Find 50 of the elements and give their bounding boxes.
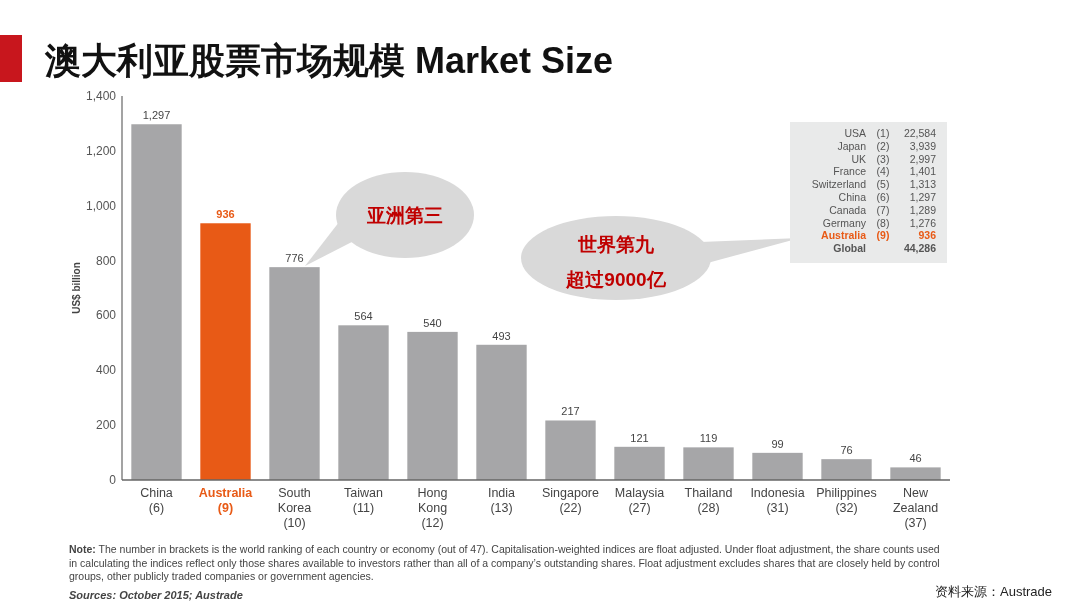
y-axis-title: US$ billion (71, 262, 82, 314)
text: China (6) 1,297 (838, 191, 936, 203)
data-label: 1,297 (142, 109, 171, 122)
annotation: 世界第九 (577, 234, 655, 255)
x-tick-label: Australia (9) (198, 486, 254, 515)
data-label: 119 (699, 432, 718, 445)
data-label: 46 (909, 452, 922, 465)
text: Note: The number in brackets is the world ranking of each country or economy (out of 47). Capitalisation-weighted indices are float adjusted. Under float adjustment, the share counts used in calculating the indices reflect only those shares available to investors rather than all of a company’s outstanding shares. Float adjustment excludes shares that are closely held by control groups, other publicly traded companies or government agencies. (69, 543, 941, 584)
text: Japan (2) 3,939 (837, 139, 936, 152)
y-tick-label: 1,200 (85, 143, 117, 158)
text: France (4) 1,401 (833, 165, 936, 178)
x-tick-label: South Korea (10) (277, 486, 312, 530)
x-tick-label: New Zealand (37) (892, 486, 939, 530)
x-tick-label: China (6) (140, 486, 173, 515)
text: Switzerland (5) 1,313 (811, 178, 936, 191)
y-tick-label: 1,000 (85, 198, 117, 213)
x-tick-label: Singapore (22) (542, 486, 600, 515)
annotation: 超过9000亿 (565, 269, 667, 290)
y-tick-label: 800 (95, 253, 117, 268)
chart-title: 澳大利亚股票市场规模 Market Size (44, 40, 614, 81)
x-tick-label: Taiwan (11) (344, 486, 383, 515)
data-label: 217 (561, 405, 580, 418)
x-tick-label: Philippines (32) (816, 486, 877, 515)
text: 资料来源：Austrade (935, 583, 1053, 601)
y-tick-label: 1,400 (85, 89, 117, 103)
annotation: 亚洲第三 (366, 205, 443, 226)
x-tick-label: Hong Kong (12) (417, 486, 448, 530)
y-tick-label: 600 (95, 308, 117, 323)
x-tick-label: Malaysia (27) (614, 486, 665, 515)
x-tick-label: Thailand (28) (684, 486, 733, 515)
y-tick-label: 0 (109, 473, 117, 487)
x-tick-label: India (13) (487, 486, 516, 515)
y-tick-label: 200 (95, 418, 117, 433)
data-label: 76 (840, 444, 853, 457)
data-label: 540 (423, 316, 442, 329)
source-note: Sources: October 2015; Austrade (69, 589, 243, 601)
data-label: 776 (285, 252, 304, 265)
text: Australia (9) 936 (821, 229, 936, 242)
data-label: 99 (771, 437, 784, 450)
data-label: 121 (630, 431, 649, 444)
data-label: 493 (492, 329, 511, 342)
data-label: 564 (354, 310, 373, 323)
text: Canada (7) 1,289 (829, 203, 936, 216)
x-tick-label: Indonesia (31) (750, 486, 805, 515)
data-label: 936 (216, 208, 235, 221)
text: Germany (8) 1,276 (822, 216, 936, 229)
text: UK (3) 2,997 (851, 152, 936, 165)
text: Global 44,286 (833, 242, 936, 255)
text: USA (1) 22,584 (844, 127, 936, 139)
y-tick-label: 400 (95, 363, 117, 378)
